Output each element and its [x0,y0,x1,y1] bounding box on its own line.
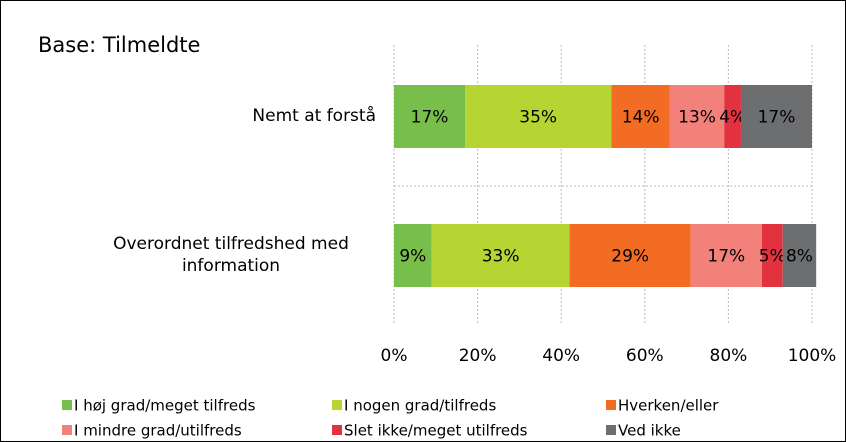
bar-segment [724,85,741,148]
x-tick-label: 60% [626,346,664,366]
x-tick-label: 20% [459,346,497,366]
bar-segment [690,224,762,287]
x-tick-label: 100% [788,346,837,366]
legend-swatch [62,425,72,435]
bar-segment [431,224,570,287]
bar-segment [782,224,817,287]
legend-swatch [332,400,342,410]
bar-segment [569,224,691,287]
chart-title: Base: Tilmeldte [38,33,201,57]
legend-label: Hverken/eller [618,397,719,415]
legend-swatch [332,425,342,435]
data-label: 8% [786,247,813,267]
x-tick-label: 40% [542,346,580,366]
bar-segment [669,85,725,148]
data-label: 5% [759,247,786,267]
legend-label: I høj grad/meget tilfreds [74,397,256,415]
x-tick-label: 80% [710,346,748,366]
data-label: 14% [622,108,660,128]
legend-swatch [606,425,616,435]
category-label: Nemt at forstå [252,106,376,126]
category-label: Overordnet tilfredshed med information [113,234,349,276]
x-tick-label: 0% [381,346,408,366]
legend-label: I mindre grad/utilfreds [74,422,242,440]
legend-swatch [62,400,72,410]
data-label: 33% [482,247,520,267]
data-label: 17% [758,108,796,128]
category-label-wrap: Overordnet tilfredshed med information [46,233,376,277]
legend-label: Ved ikke [618,422,681,440]
bar-segment [611,85,670,148]
bar-segment [740,85,812,148]
bar-segment [394,85,466,148]
data-label: 9% [399,247,426,267]
bar-segment [465,85,612,148]
category-label-wrap: Nemt at forstå [46,105,376,127]
data-label: 13% [678,108,716,128]
bar-segment [761,224,783,287]
data-label: 4% [719,108,746,128]
bar-segment [394,224,432,287]
legend-label: Slet ikke/meget utilfreds [344,422,528,440]
data-label: 35% [519,108,557,128]
legend-swatch [606,400,616,410]
legend-label: I nogen grad/tilfreds [344,397,496,415]
data-label: 29% [611,247,649,267]
data-label: 17% [411,108,449,128]
data-label: 17% [707,247,745,267]
